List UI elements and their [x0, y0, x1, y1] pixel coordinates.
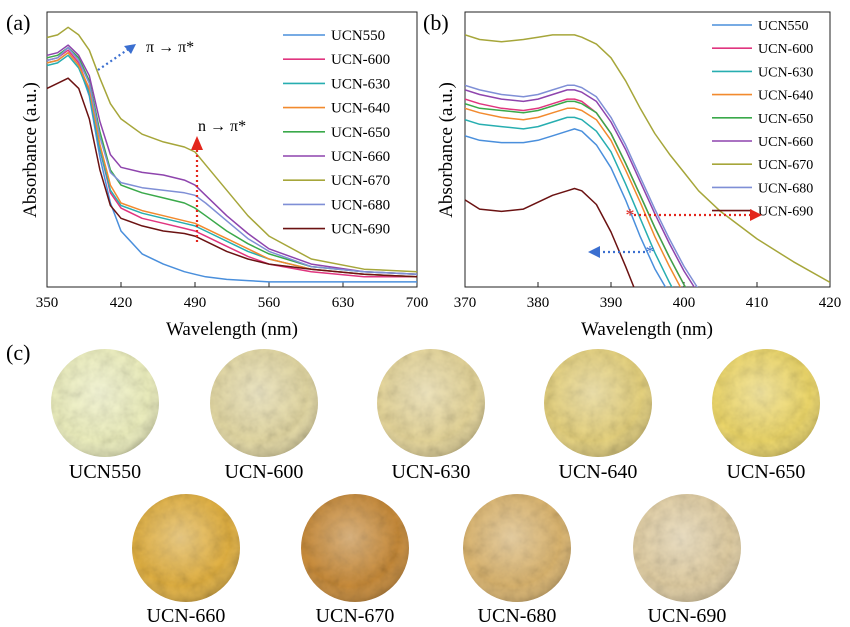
sample-label: UCN-600 [225, 461, 304, 483]
blue-shift-arrow-head [588, 246, 600, 258]
series-line-ucn-650 [46, 46, 418, 276]
x-tick-label: 390 [600, 295, 623, 311]
x-axis-label-a: Wavelength (nm) [166, 319, 298, 340]
series-line-ucn-640 [465, 107, 682, 287]
legend-label: UCN-640 [331, 101, 390, 117]
sample-photo-shading [377, 349, 485, 457]
x-ticks-a: 350 420 490 560 630 700 [36, 282, 429, 311]
sample-photo-shading [463, 494, 571, 602]
series-line-ucn-690 [46, 77, 418, 278]
series-line-ucn-680 [46, 46, 418, 276]
series-line-ucn-690 [465, 187, 635, 287]
legend-label: UCN-650 [758, 112, 813, 127]
x-ticks-b: 370 380 390 400 410 420 [454, 282, 842, 311]
legend-label: UCN-600 [331, 52, 390, 68]
sample-photos: UCN550 UCN-600 UCN-630 UCN-640 UCN-650 UCN-66… [51, 349, 820, 627]
legend-label: UCN-600 [758, 42, 813, 57]
panel-label-a: (a) [6, 10, 30, 35]
sample-label: UCN-670 [316, 605, 395, 627]
sample-photo-shading [301, 494, 409, 602]
sample-label: UCN-640 [559, 461, 638, 483]
pi-pi-arrow-line [97, 47, 131, 71]
legend-label: UCN-690 [331, 222, 390, 238]
series-line-ucn-640 [46, 51, 418, 278]
sample-label: UCN-650 [727, 461, 806, 483]
sample-photo-shading [210, 349, 318, 457]
legend-label: UCN-650 [331, 125, 390, 141]
legend-a: UCN550 UCN-600 UCN-630 UCN-640 UCN-650 UCN-66… [283, 28, 390, 238]
legend-label: UCN550 [758, 19, 809, 34]
x-tick-label: 420 [819, 295, 842, 311]
chart-panel-b: 370 380 390 400 410 420 UCN550UCN-600UCN-630U… [436, 11, 842, 340]
x-axis-label-b: Wavelength (nm) [581, 319, 713, 340]
y-axis-label-a: Absorbance (a.u.) [20, 82, 41, 218]
sample-label: UCN-630 [392, 461, 471, 483]
sample-photo-shading [51, 349, 159, 457]
y-axis-label-b: Absorbance (a.u.) [436, 82, 457, 218]
x-tick-label: 350 [36, 295, 59, 311]
series-line-ucn-650 [465, 100, 687, 287]
sample-photo-shading [544, 349, 652, 457]
plot-frame-a [46, 11, 418, 288]
legend-label: UCN-690 [758, 205, 813, 220]
legend-label: UCN550 [331, 28, 385, 44]
red-asterisk-marker: * [626, 205, 635, 225]
sample-label: UCN-690 [648, 605, 727, 627]
panel-label-c: (c) [6, 340, 30, 365]
series-line-ucn-670 [465, 34, 830, 284]
legend-b: UCN550 UCN-600 UCN-630 UCN-640 UCN-650 UCN-66… [712, 19, 813, 220]
x-tick-label: 370 [454, 295, 477, 311]
series-line-ucn550 [465, 128, 667, 287]
x-tick-label: 400 [673, 295, 696, 311]
plot-frame-b [464, 11, 831, 288]
x-tick-label: 420 [110, 295, 133, 311]
legend-label: UCN-630 [331, 76, 390, 92]
legend-label: UCN-680 [331, 197, 390, 213]
sample-label: UCN550 [69, 461, 141, 483]
legend-label: UCN-670 [758, 158, 813, 173]
series-line-ucn-660 [465, 89, 696, 287]
x-tick-label: 560 [258, 295, 281, 311]
series-lines-a [46, 26, 418, 283]
legend-label: UCN-680 [758, 181, 813, 196]
annotation-n-pi: n → π* [198, 118, 246, 135]
x-tick-label: 380 [527, 295, 550, 311]
series-line-ucn-670 [46, 26, 418, 273]
legend-label: UCN-660 [331, 149, 390, 165]
sample-photo-shading [633, 494, 741, 602]
legend-label: UCN-640 [758, 89, 813, 104]
blue-asterisk-marker: * [646, 242, 655, 262]
series-line-ucn-660 [46, 44, 418, 276]
chart-panel-a: 350 420 490 560 630 700 UCN550UCN-600UCN-630U… [20, 11, 429, 340]
legend-label: UCN-630 [758, 65, 813, 80]
sample-photo-shading [132, 494, 240, 602]
x-tick-label: 700 [406, 295, 429, 311]
x-tick-label: 490 [184, 295, 207, 311]
sample-label: UCN-660 [147, 605, 226, 627]
panel-label-b: (b) [423, 10, 449, 35]
sample-photo-shading [712, 349, 820, 457]
series-line-ucn-630 [465, 116, 673, 287]
series-line-ucn-680 [465, 84, 699, 287]
red-shift-arrow-head [750, 209, 762, 221]
annotation-pi-pi: π → π* [146, 39, 194, 56]
x-tick-label: 630 [332, 295, 355, 311]
x-tick-label: 410 [746, 295, 769, 311]
legend-label: UCN-660 [758, 135, 813, 150]
series-lines-b [465, 34, 830, 287]
legend-label: UCN-670 [331, 173, 390, 189]
sample-label: UCN-680 [478, 605, 557, 627]
n-pi-arrow-head [191, 136, 203, 150]
pi-pi-arrow-head [124, 44, 136, 54]
